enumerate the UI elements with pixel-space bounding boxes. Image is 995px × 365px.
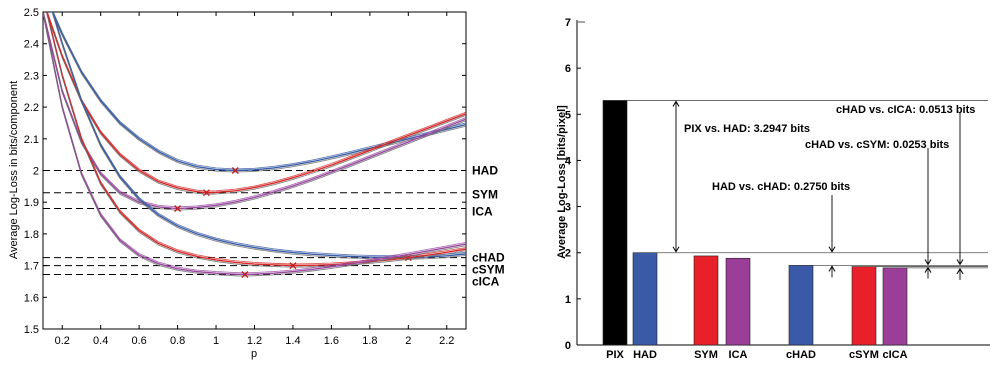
right-y-axis-label: Average Log-Loss [bits/pixel] [556,105,568,259]
right-y-tick-label: 5 [565,109,571,121]
x-tick-label: 0.8 [170,335,185,347]
right-y-tick-label: 2 [565,248,571,260]
bar-pix [602,100,628,346]
bar-cica [882,267,908,346]
curve-series-5 [43,12,466,276]
bar-label-pix: PIX [606,349,624,361]
reference-label-had: HAD [472,164,498,178]
curve-minimum-marker [231,167,239,174]
curve-minimum-marker [241,270,249,278]
reference-label-cica: cICA [472,274,500,288]
curve-series-1 [46,13,466,195]
x-tick-label: 0.4 [93,335,108,347]
y-tick-label: 1.8 [24,229,39,241]
arrow-head [924,266,932,273]
difference-annotation: cHAD vs. cICA: 0.0513 bits [836,104,975,116]
curve-minimum-marker [202,189,210,197]
x-tick-label: 1 [213,335,219,347]
bar-label-ica: ICA [729,349,748,361]
x-tick-label: 2 [405,335,411,347]
curve-series-2 [43,13,466,211]
curve-series-4 [46,13,466,268]
right-bars: PIX HAD SYM ICA cHAD cSYM cICA [602,100,908,361]
curve-minimum-marker [174,205,182,213]
arrow-head [672,100,680,107]
y-tick-label: 2.3 [24,70,39,82]
arrow-head [956,267,964,275]
curve-series-5 [43,13,466,277]
y-tick-label: 1.5 [24,324,39,336]
curve-series-4 [46,12,466,265]
curve-series-2 [43,12,466,210]
x-tick-label: 1.4 [285,335,300,347]
arrow-head [956,259,964,266]
bar-label-had: HAD [633,349,657,361]
x-tick-label: 1.8 [362,335,377,347]
curve-series-1 [46,12,466,194]
bar-ica [725,257,751,346]
right-y-tick-label: 6 [565,63,571,75]
difference-annotation: PIX vs. HAD: 3.2947 bits [684,123,810,135]
right-y-tick-label: 4 [565,155,572,167]
reference-label-ica: ICA [472,205,493,219]
right-y-tick-label: 3 [565,202,571,214]
curve-series-2 [43,12,466,208]
right-annotations: PIX vs. HAD: 3.2947 bits HAD vs. cHAD: 0.… [627,100,988,280]
left-axis-ticks: 0.2 0.4 0.6 0.8 1 1.2 1.4 1.6 1.8 2 2.2 1.5 1.6 1.7 1.… [24,7,466,347]
bar-label-sym: SYM [694,349,718,361]
curve-series-3 [52,12,466,257]
reference-label-csym: cSYM [472,263,505,277]
right-y-tick-label: 0 [565,340,571,352]
y-tick-label: 1.7 [24,261,39,273]
reference-label-chad: cHAD [472,251,505,265]
difference-annotation: cHAD vs. cSYM: 0.0253 bits [805,139,949,151]
arrow-head [828,246,836,253]
arrow-head [672,246,680,253]
x-tick-label: 2.2 [439,335,454,347]
y-tick-label: 1.9 [24,197,39,209]
curve-series-0 [52,13,466,173]
reference-label-sym: SYM [472,188,498,202]
right-y-tick-label: 7 [565,17,571,29]
left-x-axis-label: p [251,348,257,360]
arrow-head [828,265,836,272]
x-tick-label: 1.2 [247,335,262,347]
x-tick-label: 0.6 [131,335,146,347]
left-curves [43,12,466,278]
left-y-axis-label: Average Log-Loss in bits/component [8,81,20,259]
y-tick-label: 2.5 [24,7,39,19]
y-tick-label: 1.6 [24,292,39,304]
y-tick-label: 2.4 [24,39,39,51]
bar-csym [851,266,877,346]
curve-series-4 [46,12,466,267]
difference-annotation: HAD vs. cHAD: 0.2750 bits [712,181,850,193]
bar-label-chad: cHAD [786,349,816,361]
curve-series-5 [43,12,466,274]
curve-series-1 [46,12,466,192]
x-tick-label: 0.2 [55,335,70,347]
x-tick-label: 1.6 [324,335,339,347]
y-tick-label: 2.1 [24,134,39,146]
bar-sym [693,255,719,346]
right-axis-ticks: 0 1 2 3 4 5 6 7 [565,17,585,352]
bar-label-csym: cSYM [849,349,879,361]
bar-had [632,252,658,346]
right-y-tick-label: 1 [565,294,571,306]
bar-chad [788,265,814,346]
curve-minimum-marker [289,262,297,270]
arrow-head [924,259,932,266]
y-tick-label: 2.2 [24,102,39,114]
right-bar-chart: 0 1 2 3 4 5 6 7 PIX HAD SYM ICA cHAD cSYM cICA PIX vs… [556,17,990,361]
bar-label-cica: cICA [882,349,907,361]
y-tick-label: 2 [33,166,39,178]
